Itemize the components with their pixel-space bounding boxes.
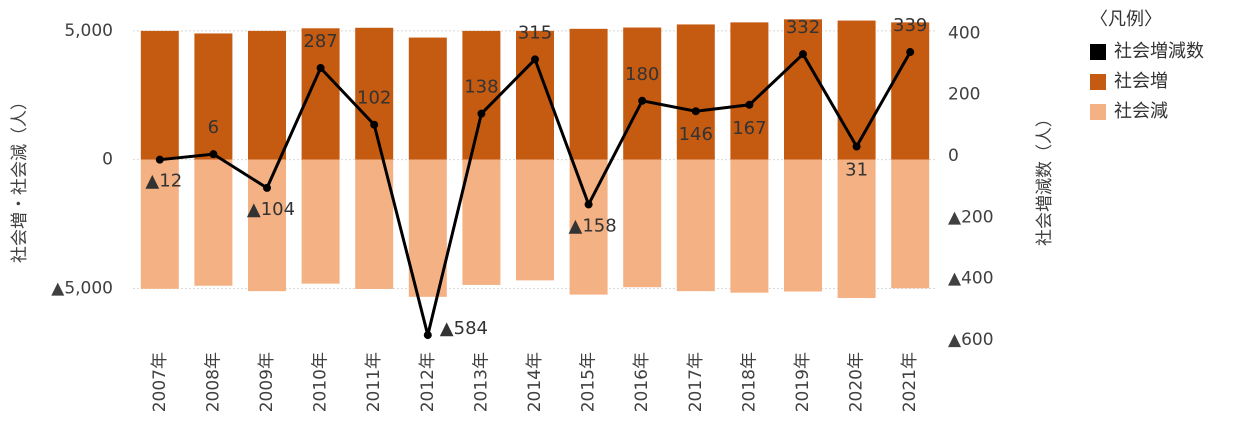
data-label: 287: [303, 31, 337, 52]
y2-tick-label: ▲400: [948, 269, 994, 289]
data-label: ▲584: [440, 318, 488, 339]
x-tick-label: 2019年: [793, 352, 813, 412]
bar: [355, 27, 394, 160]
x-tick-label: 2012年: [418, 352, 438, 412]
point: [799, 50, 807, 59]
legend-swatch: [1090, 74, 1106, 90]
legend-label: 社会減: [1114, 101, 1168, 122]
bar: [462, 159, 501, 285]
y2-tick-label: 0: [948, 146, 959, 166]
bar: [194, 33, 233, 160]
x-tick-label: 2007年: [150, 352, 170, 412]
data-label: ▲12: [145, 171, 182, 192]
bar: [301, 159, 340, 284]
data-label: 138: [464, 77, 498, 98]
point: [370, 120, 379, 129]
bar: [140, 159, 179, 289]
data-label: 315: [518, 22, 552, 43]
legend-title: 〈凡例〉: [1090, 9, 1162, 30]
x-tick-label: 2009年: [257, 352, 277, 412]
x-tick-label: 2011年: [364, 352, 384, 412]
y-tick-label: ▲5,000: [51, 278, 113, 298]
data-label: ▲104: [247, 199, 295, 220]
bar: [623, 27, 662, 160]
bar: [569, 28, 608, 160]
data-label: 102: [357, 88, 391, 109]
point: [531, 55, 539, 64]
point: [852, 142, 861, 151]
data-label: 167: [732, 118, 766, 139]
point: [209, 150, 218, 159]
point: [263, 183, 271, 192]
bar: [784, 159, 822, 292]
y2-tick-label: ▲200: [948, 207, 994, 227]
bar: [784, 19, 822, 160]
point: [691, 107, 700, 116]
point: [155, 155, 164, 164]
bar: [676, 159, 715, 292]
x-tick-label: 2021年: [900, 352, 920, 412]
bar: [837, 159, 876, 298]
x-tick-label: 2010年: [311, 352, 331, 412]
data-label: 31: [845, 159, 868, 180]
legend-label: 社会増減数: [1114, 41, 1204, 62]
y2-tick-label: ▲600: [948, 330, 994, 350]
data-label: 146: [679, 124, 713, 145]
x-tick-label: 2013年: [471, 352, 491, 412]
data-label: 332: [786, 17, 820, 38]
legend-swatch: [1090, 104, 1106, 120]
point: [477, 109, 486, 118]
x-tick-label: 2015年: [579, 352, 599, 412]
x-tick-label: 2008年: [203, 352, 223, 412]
bar: [837, 20, 876, 160]
data-label: 180: [625, 64, 659, 85]
x-tick-label: 2018年: [739, 352, 759, 412]
bar: [408, 37, 447, 160]
point: [316, 63, 325, 72]
bar: [623, 159, 662, 288]
bar: [462, 30, 501, 160]
bar: [676, 24, 715, 160]
x-tick-label: 2017年: [686, 352, 706, 412]
bar: [730, 159, 769, 293]
x-tick-label: 2014年: [525, 352, 545, 412]
y2-tick-label: 400: [948, 23, 980, 43]
y2-tick-label: 200: [948, 85, 980, 105]
point: [584, 200, 593, 209]
data-label: ▲158: [568, 215, 616, 236]
y-tick-label: 0: [102, 150, 113, 170]
bar: [891, 22, 930, 160]
legend-swatch: [1090, 44, 1106, 60]
point: [906, 48, 915, 57]
bar: [355, 159, 394, 289]
x-tick-label: 2020年: [847, 352, 867, 412]
data-label: 339: [893, 15, 927, 36]
bar: [891, 159, 930, 289]
point: [423, 331, 432, 340]
data-label: 6: [208, 117, 219, 138]
bar: [516, 159, 554, 281]
y-axis-label: 社会増・社会減（人）: [10, 93, 30, 263]
legend-label: 社会増: [1114, 71, 1168, 92]
y2-axis-label: 社会増減数（人）: [1035, 110, 1055, 246]
y-tick-label: 5,000: [64, 21, 113, 41]
bar: [408, 159, 447, 297]
bar: [248, 30, 286, 160]
point: [745, 100, 754, 109]
x-tick-label: 2016年: [632, 352, 652, 412]
point: [638, 96, 647, 105]
bar: [194, 159, 233, 286]
bar: [140, 30, 179, 160]
